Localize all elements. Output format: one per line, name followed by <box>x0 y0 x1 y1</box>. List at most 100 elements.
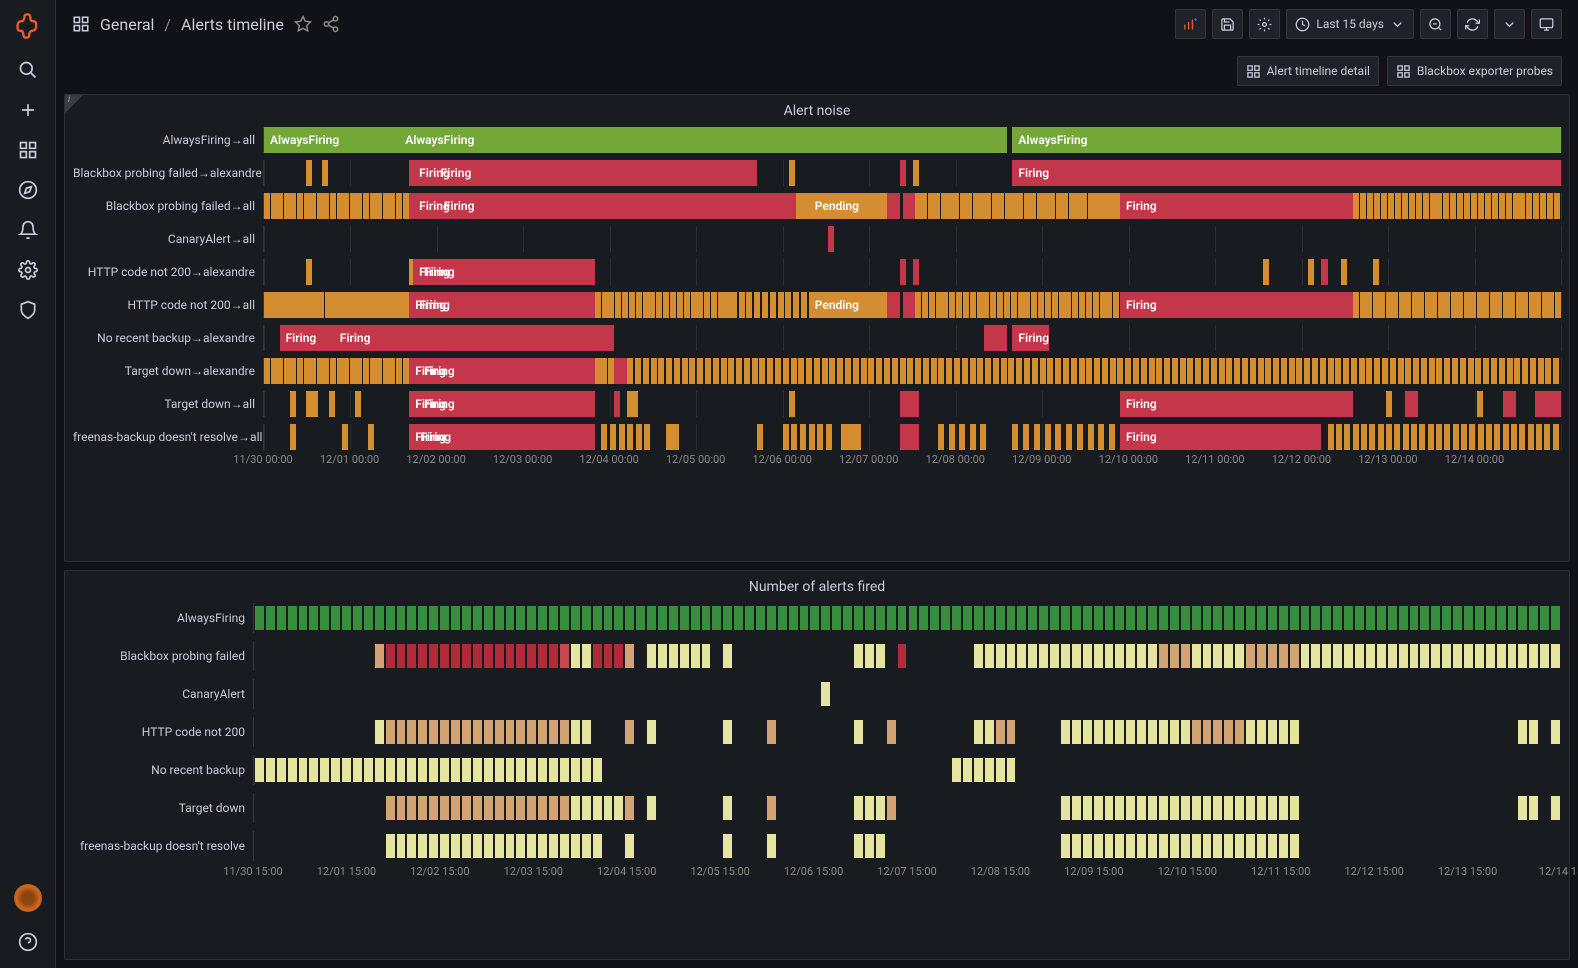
timeline-segment[interactable] <box>913 259 919 285</box>
timeline-segment[interactable]: FiringFiring <box>409 358 594 384</box>
timeline-segment[interactable] <box>290 424 296 450</box>
timeline-segment[interactable] <box>1263 259 1269 285</box>
timeline-segment[interactable] <box>828 226 834 252</box>
timeline-segment[interactable] <box>900 160 906 186</box>
timeline-segment[interactable]: Firing <box>1120 292 1353 318</box>
timeline-track[interactable]: FiringFiring <box>263 358 1561 384</box>
timeline-segment[interactable] <box>789 160 795 186</box>
timeline-segment[interactable]: FiringFiring <box>413 160 757 186</box>
timeline-segment[interactable]: Pending <box>809 193 887 219</box>
timeline-segment[interactable] <box>666 424 679 450</box>
timeline-segment[interactable]: FiringFiring <box>413 259 595 285</box>
timeline-segment[interactable] <box>322 160 328 186</box>
cycle-view-button[interactable] <box>1531 9 1562 39</box>
heatmap-track[interactable] <box>253 679 1561 709</box>
timeline-track[interactable]: FiringFiringFiring <box>263 391 1561 417</box>
alerting-icon[interactable] <box>18 220 38 240</box>
timeline-segment[interactable]: AlwaysFiring <box>1012 127 1561 153</box>
breadcrumb-folder[interactable]: General <box>100 15 154 34</box>
timeline-segment[interactable] <box>306 160 312 186</box>
dashboards-icon[interactable] <box>18 140 38 160</box>
timeline-segment[interactable] <box>903 193 915 219</box>
refresh-interval-button[interactable] <box>1494 9 1525 39</box>
server-admin-icon[interactable] <box>18 300 38 320</box>
help-icon[interactable] <box>18 932 38 952</box>
user-avatar[interactable] <box>14 884 42 912</box>
timeline-segment[interactable] <box>1308 259 1314 285</box>
search-icon[interactable] <box>18 60 38 80</box>
timeline-segment[interactable] <box>900 259 906 285</box>
timeline-segment[interactable] <box>1094 193 1120 219</box>
timeline-segment[interactable] <box>903 292 915 318</box>
timeline-track[interactable]: AlwaysFiringAlwaysFiringAlwaysFiring <box>263 127 1561 153</box>
timeline-segment[interactable]: Firing <box>1120 391 1353 417</box>
timeline-segment[interactable] <box>757 424 763 450</box>
timeline-segment[interactable]: FiringFiring <box>413 193 796 219</box>
timeline-track[interactable]: FiringFiringFiring <box>263 160 1561 186</box>
configuration-icon[interactable] <box>18 260 38 280</box>
heatmap-track[interactable] <box>253 603 1561 633</box>
timeline-segment[interactable] <box>984 325 1007 351</box>
heatmap-track[interactable] <box>253 831 1561 861</box>
timeline-track[interactable]: FiringFiring <box>263 259 1561 285</box>
timeline-track[interactable]: FiringFiring Pending Firing <box>263 193 1561 219</box>
timeline-segment[interactable]: FiringFiring <box>409 292 575 318</box>
timeline-segment[interactable]: Firing <box>1120 193 1353 219</box>
refresh-button[interactable] <box>1457 9 1488 39</box>
star-icon[interactable] <box>294 15 312 33</box>
timeline-track[interactable]: FiringFiring Pending Firing <box>263 292 1561 318</box>
timeline-track[interactable]: FiringFiringFiring <box>263 325 1561 351</box>
timeline-segment[interactable] <box>841 424 860 450</box>
timeline-segment[interactable] <box>718 292 731 318</box>
timeline-segment[interactable]: FiringFiring <box>409 424 594 450</box>
timeline-segment[interactable]: FiringFiring <box>409 391 594 417</box>
timeline-segment[interactable] <box>1321 259 1327 285</box>
grafana-logo[interactable] <box>14 12 42 40</box>
timeline-segment[interactable]: Firing <box>1012 325 1048 351</box>
timeline-segment[interactable] <box>627 391 637 417</box>
timeline-segment[interactable] <box>342 424 348 450</box>
timeline-segment[interactable] <box>887 193 900 219</box>
timeline-segment[interactable] <box>1503 391 1516 417</box>
explore-icon[interactable] <box>18 180 38 200</box>
timeline-segment[interactable] <box>1386 391 1392 417</box>
plus-icon[interactable] <box>18 100 38 120</box>
timeline-segment[interactable] <box>1341 259 1347 285</box>
heatmap-track[interactable] <box>253 793 1561 823</box>
timeline-segment[interactable] <box>1477 391 1483 417</box>
share-icon[interactable] <box>322 15 340 33</box>
timeline-segment[interactable] <box>306 259 312 285</box>
time-range-picker[interactable]: Last 15 days <box>1286 9 1414 39</box>
timeline-segment[interactable]: AlwaysFiringAlwaysFiring <box>264 127 1007 153</box>
save-button[interactable] <box>1212 9 1243 39</box>
blackbox-probes-button[interactable]: Blackbox exporter probes <box>1387 56 1562 86</box>
timeline-segment[interactable] <box>575 292 594 318</box>
timeline-segment[interactable] <box>913 160 919 186</box>
timeline-track[interactable]: FiringFiringFiring <box>263 424 1561 450</box>
timeline-segment[interactable] <box>900 424 919 450</box>
alert-timeline-detail-button[interactable]: Alert timeline detail <box>1237 56 1379 86</box>
zoom-out-button[interactable] <box>1420 9 1451 39</box>
timeline-segment[interactable]: Firing <box>1012 160 1561 186</box>
timeline-segment[interactable] <box>355 391 361 417</box>
timeline-segment[interactable] <box>789 391 795 417</box>
timeline-segment[interactable] <box>1405 391 1418 417</box>
heatmap-track[interactable] <box>253 755 1561 785</box>
timeline-segment[interactable] <box>900 391 919 417</box>
timeline-segment[interactable] <box>1373 259 1379 285</box>
timeline-track[interactable] <box>263 226 1561 252</box>
timeline-segment[interactable] <box>887 292 900 318</box>
heatmap-track[interactable] <box>253 641 1561 671</box>
add-panel-button[interactable] <box>1175 9 1206 39</box>
timeline-segment[interactable] <box>614 358 627 384</box>
timeline-segment[interactable]: Pending <box>809 292 887 318</box>
timeline-segment[interactable] <box>1535 391 1561 417</box>
heatmap-track[interactable] <box>253 717 1561 747</box>
timeline-segment[interactable]: Firing <box>1120 424 1321 450</box>
settings-button[interactable] <box>1249 9 1280 39</box>
timeline-segment[interactable] <box>329 391 335 417</box>
timeline-segment[interactable] <box>614 391 620 417</box>
timeline-segment[interactable] <box>290 391 296 417</box>
timeline-segment[interactable]: FiringFiring <box>280 325 615 351</box>
timeline-segment[interactable] <box>368 424 374 450</box>
